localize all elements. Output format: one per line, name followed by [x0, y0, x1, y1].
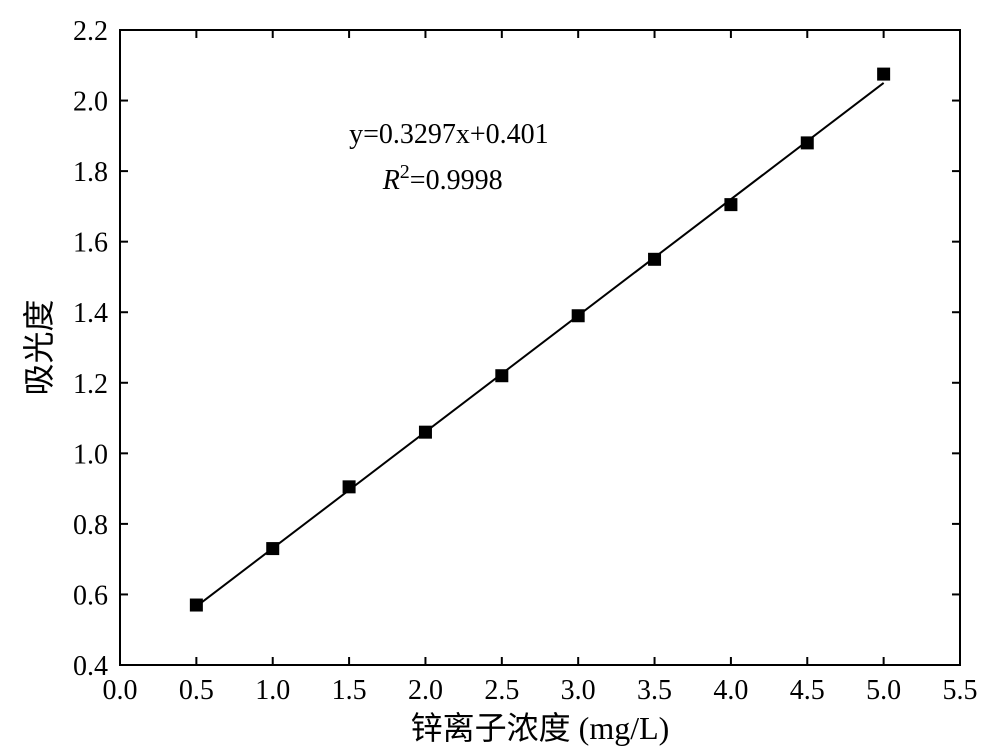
x-tick-label: 2.5	[484, 675, 519, 706]
y-tick-label: 0.6	[73, 580, 108, 611]
y-tick-label: 0.4	[73, 651, 108, 682]
chart-svg: 0.00.51.01.52.02.53.03.54.04.55.05.50.40…	[0, 0, 1000, 755]
chart-container: 0.00.51.01.52.02.53.03.54.04.55.05.50.40…	[0, 0, 1000, 755]
x-tick-label: 4.5	[790, 675, 825, 706]
y-tick-label: 1.8	[73, 157, 108, 188]
x-tick-label: 0.5	[179, 675, 214, 706]
y-tick-label: 1.6	[73, 228, 108, 259]
x-tick-label: 1.0	[255, 675, 290, 706]
y-tick-label: 2.0	[73, 87, 108, 118]
x-tick-label: 3.5	[637, 675, 672, 706]
data-point	[190, 599, 202, 611]
x-tick-label: 3.0	[561, 675, 596, 706]
y-axis-label: 吸光度	[21, 299, 57, 395]
x-axis-label: 锌离子浓度 (mg/L)	[411, 710, 670, 746]
x-tick-label: 5.0	[866, 675, 901, 706]
y-tick-label: 1.2	[73, 369, 108, 400]
x-tick-label: 1.5	[332, 675, 367, 706]
x-tick-label: 2.0	[408, 675, 443, 706]
data-point	[878, 68, 890, 80]
y-tick-label: 0.8	[73, 510, 108, 541]
x-tick-label: 4.0	[713, 675, 748, 706]
x-tick-label: 5.5	[943, 675, 978, 706]
y-tick-label: 1.4	[73, 298, 108, 329]
chart-annotation: y=0.3297x+0.401	[349, 119, 549, 150]
y-tick-label: 1.0	[73, 439, 108, 470]
y-tick-label: 2.2	[73, 16, 108, 47]
